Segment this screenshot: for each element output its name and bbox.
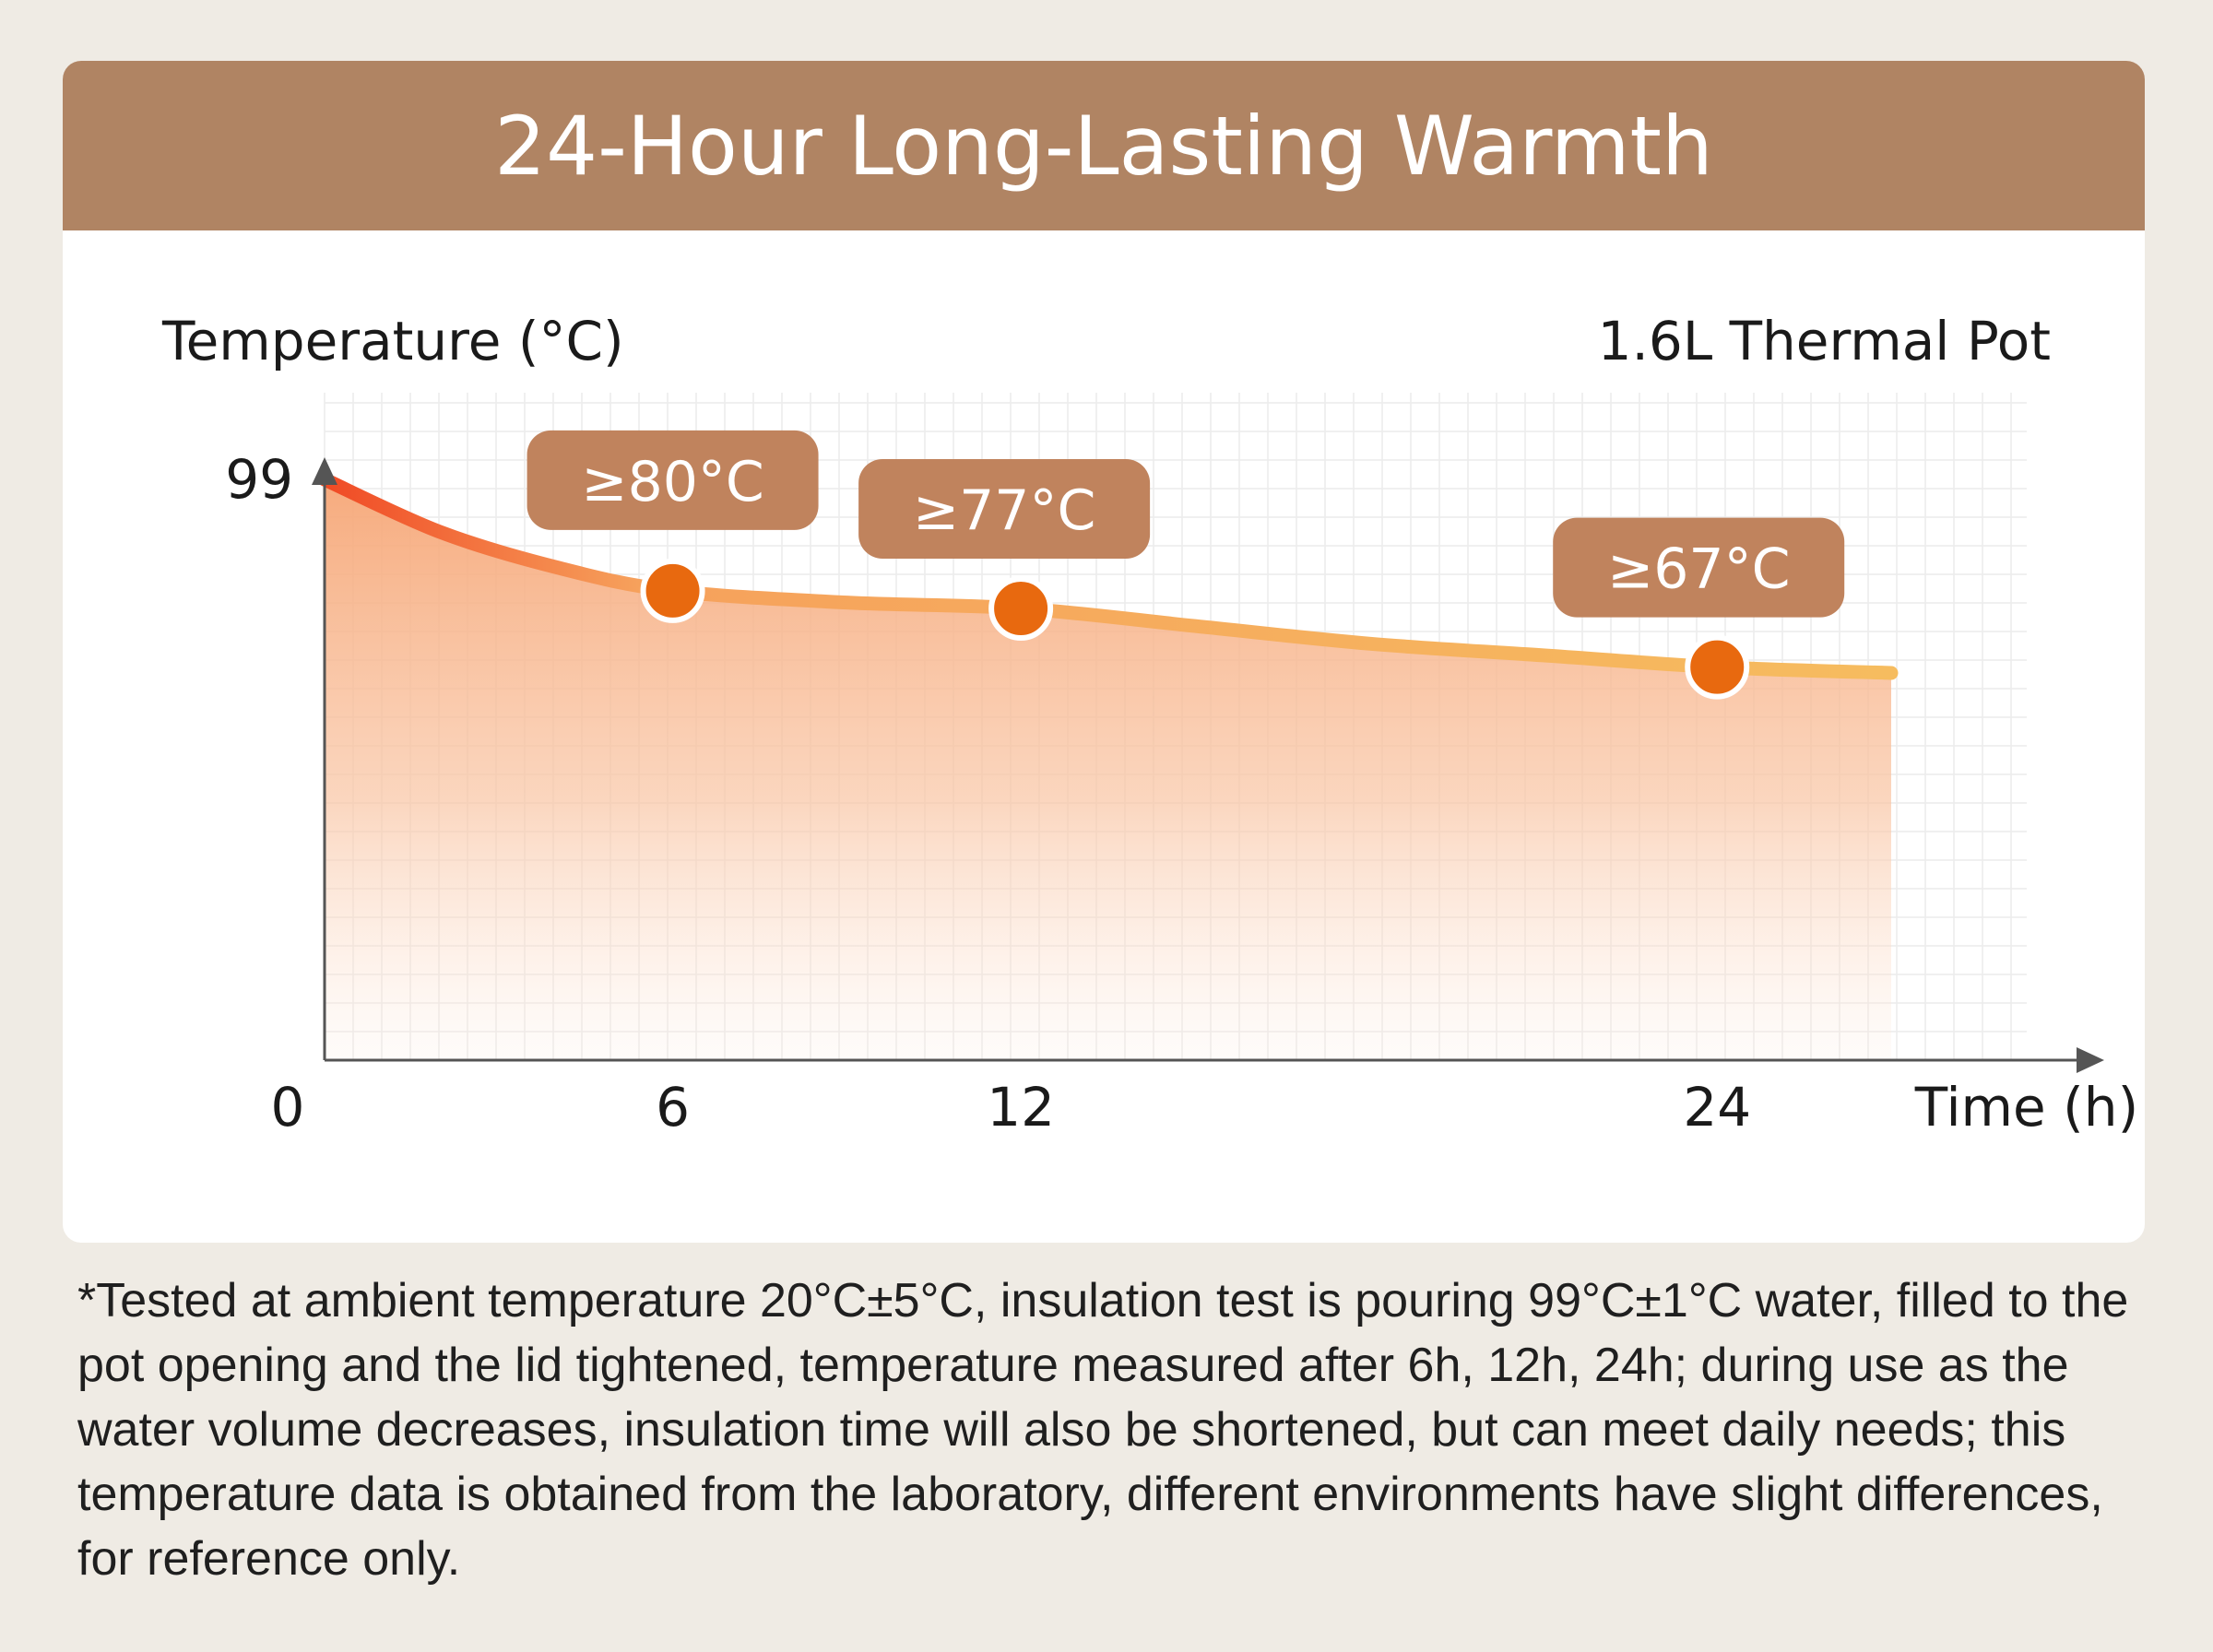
x-tick-label: 6 — [656, 1076, 690, 1139]
y-tick-label: 99 — [225, 448, 293, 511]
temperature-badge-label: ≥67°C — [1607, 537, 1791, 602]
axes — [312, 457, 2104, 1073]
data-point-marker — [988, 576, 1054, 641]
temperature-badge — [858, 459, 1151, 559]
chart-card: 24-Hour Long-Lasting Warmth Temperature … — [63, 61, 2145, 1243]
footnote: *Tested at ambient temperature 20°C±5°C,… — [77, 1274, 2129, 1586]
y-axis-label: Temperature (°C) — [161, 310, 624, 372]
area-fill — [325, 479, 1891, 1060]
temperature-badge-label: ≥77°C — [913, 478, 1096, 543]
x-axis-arrow-icon — [2077, 1047, 2104, 1073]
data-point-marker — [1685, 634, 1750, 700]
data-point-marker — [640, 558, 705, 623]
temperature-badge — [527, 430, 819, 530]
x-tick-label: 12 — [987, 1076, 1055, 1139]
series-label: 1.6L Thermal Pot — [1598, 310, 2051, 372]
y-axis-arrow-icon — [312, 457, 337, 485]
x-axis-label: Time (h) — [1914, 1076, 2138, 1139]
temperature-chart: Temperature (°C) 1.6L Thermal Pot Time (… — [161, 310, 2138, 1139]
temperature-badge-label: ≥80°C — [581, 450, 764, 514]
title-banner: 24-Hour Long-Lasting Warmth — [63, 61, 2145, 230]
temperature-badge — [1553, 517, 1845, 618]
x-tick-label: 24 — [1683, 1076, 1751, 1139]
chart-title: 24-Hour Long-Lasting Warmth — [494, 98, 1713, 194]
x-tick-label: 0 — [271, 1076, 305, 1139]
